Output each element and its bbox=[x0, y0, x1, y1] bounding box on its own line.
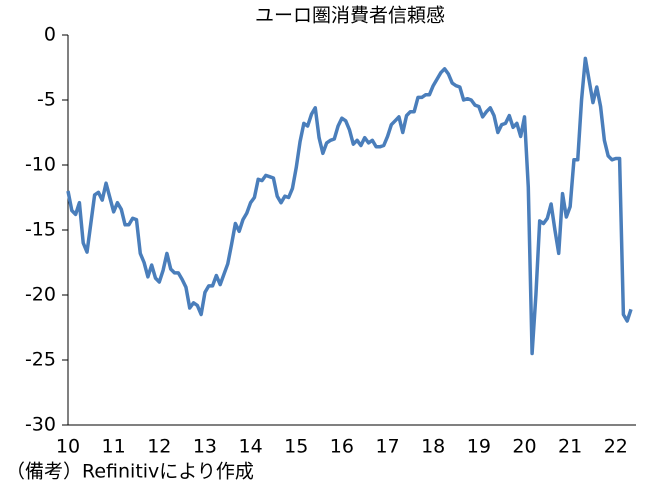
note: （備考）Refinitivにより作成 bbox=[6, 461, 254, 483]
y-tick-label: -30 bbox=[25, 414, 56, 436]
x-tick-label: 13 bbox=[193, 436, 217, 458]
x-tick-label: 16 bbox=[330, 436, 354, 458]
x-tick-label: 19 bbox=[467, 436, 491, 458]
x-tick-label: 22 bbox=[604, 436, 628, 458]
x-tick-label: 18 bbox=[421, 436, 445, 458]
x-tick-label: 15 bbox=[284, 436, 308, 458]
y-tick-label: 0 bbox=[44, 24, 56, 46]
chart-title: ユーロ圏消費者信頼感 bbox=[255, 5, 445, 27]
x-tick-label: 14 bbox=[239, 436, 263, 458]
x-tick-label: 17 bbox=[375, 436, 399, 458]
x-tick-label: 20 bbox=[512, 436, 536, 458]
x-tick-label: 21 bbox=[558, 436, 582, 458]
y-tick-label: -10 bbox=[25, 154, 56, 176]
y-tick-label: -5 bbox=[37, 89, 56, 111]
y-tick-label: -15 bbox=[25, 219, 56, 241]
line bbox=[66, 56, 633, 356]
y-tick-label: -25 bbox=[25, 349, 56, 371]
x-tick-label: 11 bbox=[102, 436, 126, 458]
x-tick-label: 12 bbox=[147, 436, 171, 458]
x-tick-label: 10 bbox=[56, 436, 80, 458]
y-tick-label: -20 bbox=[25, 284, 56, 306]
